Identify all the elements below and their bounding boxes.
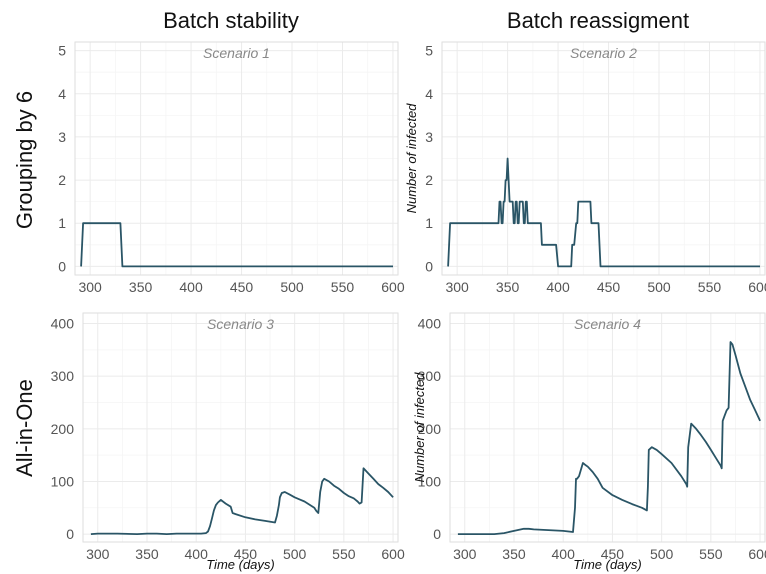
- x-tick-label: 550: [331, 279, 355, 295]
- y-tick-label: 0: [433, 526, 441, 542]
- x-tick-label: 500: [280, 279, 304, 295]
- y-tick-label: 1: [58, 215, 66, 231]
- y-tick-label: 2: [425, 172, 433, 188]
- y-tick-label: 0: [58, 258, 66, 274]
- y-tick-label: 5: [425, 43, 433, 59]
- column-title-batch-stability: Batch stability: [163, 8, 299, 33]
- series-line: [457, 341, 761, 535]
- column-title-batch-reassignment: Batch reassigment: [507, 8, 689, 33]
- x-tick-label: 550: [698, 279, 722, 295]
- panel-3: 300 350 400 450 500 550 600 0 100 200 300 400 Scenar…: [51, 312, 405, 572]
- x-tick-label: 450: [230, 279, 254, 295]
- panel-4: 300 350 400 450 500 550 600 0 100 200 300 400 Scenar…: [412, 312, 766, 572]
- scenario-title: Scenario 4: [574, 316, 641, 332]
- scenario-title: Scenario 3: [207, 316, 274, 332]
- x-tick-label: 600: [381, 279, 405, 295]
- y-tick-label: 4: [58, 86, 66, 102]
- panel-border: [441, 41, 766, 276]
- x-tick-label: 500: [650, 546, 674, 562]
- scenario-title: Scenario 1: [203, 45, 270, 61]
- x-tick-label: 400: [552, 546, 576, 562]
- x-tick-label: 500: [647, 279, 671, 295]
- y-axis-label: Number of infected: [404, 103, 419, 214]
- y-tick-label: 200: [418, 421, 442, 437]
- x-tick-label: 350: [129, 279, 153, 295]
- panel-1: 300 350 400 450 500 550 600 0 1 2 3 4 5 Scenario 1: [58, 41, 405, 295]
- x-tick-label: 450: [234, 546, 258, 562]
- x-tick-label: 300: [78, 279, 102, 295]
- scenario-title: Scenario 2: [570, 45, 637, 61]
- panel-border: [82, 312, 399, 543]
- y-tick-label: 300: [51, 368, 75, 384]
- y-tick-label: 5: [58, 43, 66, 59]
- series-line: [447, 157, 760, 268]
- x-tick-label: 300: [453, 546, 477, 562]
- x-tick-label: 300: [86, 546, 110, 562]
- x-tick-label: 350: [496, 279, 520, 295]
- panel-border: [449, 312, 766, 543]
- x-tick-label: 450: [597, 279, 621, 295]
- x-tick-label: 400: [185, 546, 209, 562]
- x-tick-label: 400: [546, 279, 570, 295]
- y-tick-label: 4: [425, 86, 433, 102]
- y-tick-label: 200: [51, 421, 75, 437]
- series-line: [90, 467, 394, 535]
- y-tick-label: 100: [51, 473, 75, 489]
- x-tick-label: 300: [445, 279, 469, 295]
- row-title-all-in-one: All-in-One: [12, 379, 37, 477]
- x-tick-label: 400: [179, 279, 203, 295]
- x-axis-label: Time (days): [206, 557, 275, 572]
- panel-border: [74, 41, 399, 276]
- series-line: [80, 222, 393, 268]
- y-tick-label: 400: [51, 316, 75, 332]
- x-axis-label: Time (days): [573, 557, 642, 572]
- x-tick-label: 450: [601, 546, 625, 562]
- y-tick-label: 3: [425, 129, 433, 145]
- y-tick-label: 100: [418, 473, 442, 489]
- y-tick-label: 3: [58, 129, 66, 145]
- y-tick-label: 400: [418, 316, 442, 332]
- x-tick-label: 350: [135, 546, 159, 562]
- x-tick-label: 350: [502, 546, 526, 562]
- y-tick-label: 0: [425, 258, 433, 274]
- y-axis-label: Number of infected: [412, 372, 427, 483]
- x-tick-label: 550: [699, 546, 723, 562]
- y-tick-label: 1: [425, 215, 433, 231]
- y-tick-label: 0: [66, 526, 74, 542]
- row-title-grouping-by-6: Grouping by 6: [12, 91, 37, 229]
- x-tick-label: 600: [748, 546, 766, 562]
- y-tick-label: 2: [58, 172, 66, 188]
- y-tick-label: 300: [418, 368, 442, 384]
- x-tick-label: 600: [748, 279, 766, 295]
- panel-2: 300 350 400 450 500 550 600 0 1 2 3 4 5 Scenario 2 Num…: [404, 41, 766, 295]
- x-tick-label: 550: [332, 546, 356, 562]
- x-tick-label: 600: [381, 546, 405, 562]
- x-tick-label: 500: [283, 546, 307, 562]
